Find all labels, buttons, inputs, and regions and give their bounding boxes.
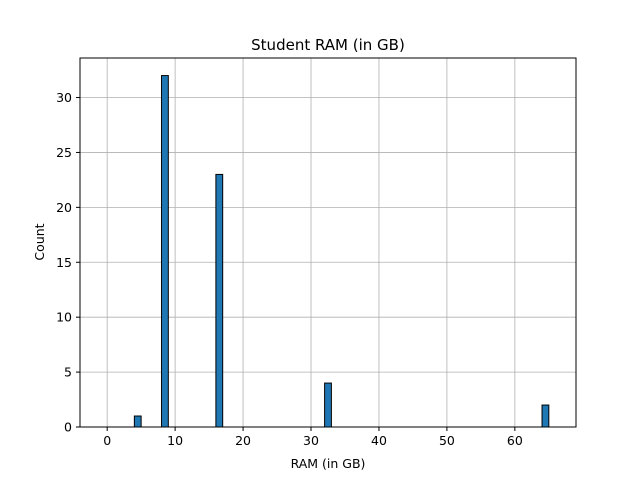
- x-axis-label: RAM (in GB): [291, 456, 366, 471]
- histogram-bar: [215, 173, 224, 428]
- histogram-bar: [161, 75, 169, 428]
- ticks: 0 10 20 30 40 50 60 0 5 10 15 20 25 30: [56, 90, 523, 448]
- x-tick-label: 30: [303, 433, 319, 448]
- histogram-bar: [133, 415, 142, 428]
- x-tick-label: 60: [507, 433, 523, 448]
- y-tick-label: 15: [56, 255, 72, 270]
- histogram-bar: [541, 404, 550, 428]
- x-tick-label: 10: [167, 433, 183, 448]
- bars: [133, 75, 550, 428]
- x-tick-label: 0: [103, 433, 111, 448]
- chart-title: Student RAM (in GB): [251, 36, 405, 54]
- histogram-bar: [324, 382, 332, 428]
- axes: [79, 57, 577, 428]
- y-tick-label: 0: [64, 420, 72, 435]
- x-tick-label: 40: [371, 433, 387, 448]
- x-tick-label: 20: [235, 433, 251, 448]
- y-tick-label: 25: [56, 145, 72, 160]
- grid-lines: [80, 58, 576, 428]
- x-tick-label: 50: [439, 433, 455, 448]
- y-tick-label: 10: [56, 310, 72, 325]
- y-tick-label: 30: [56, 90, 72, 105]
- y-axis-label: Count: [32, 223, 47, 260]
- y-tick-label: 5: [64, 365, 72, 380]
- plot-frame: [79, 57, 577, 428]
- y-tick-label: 20: [56, 200, 72, 215]
